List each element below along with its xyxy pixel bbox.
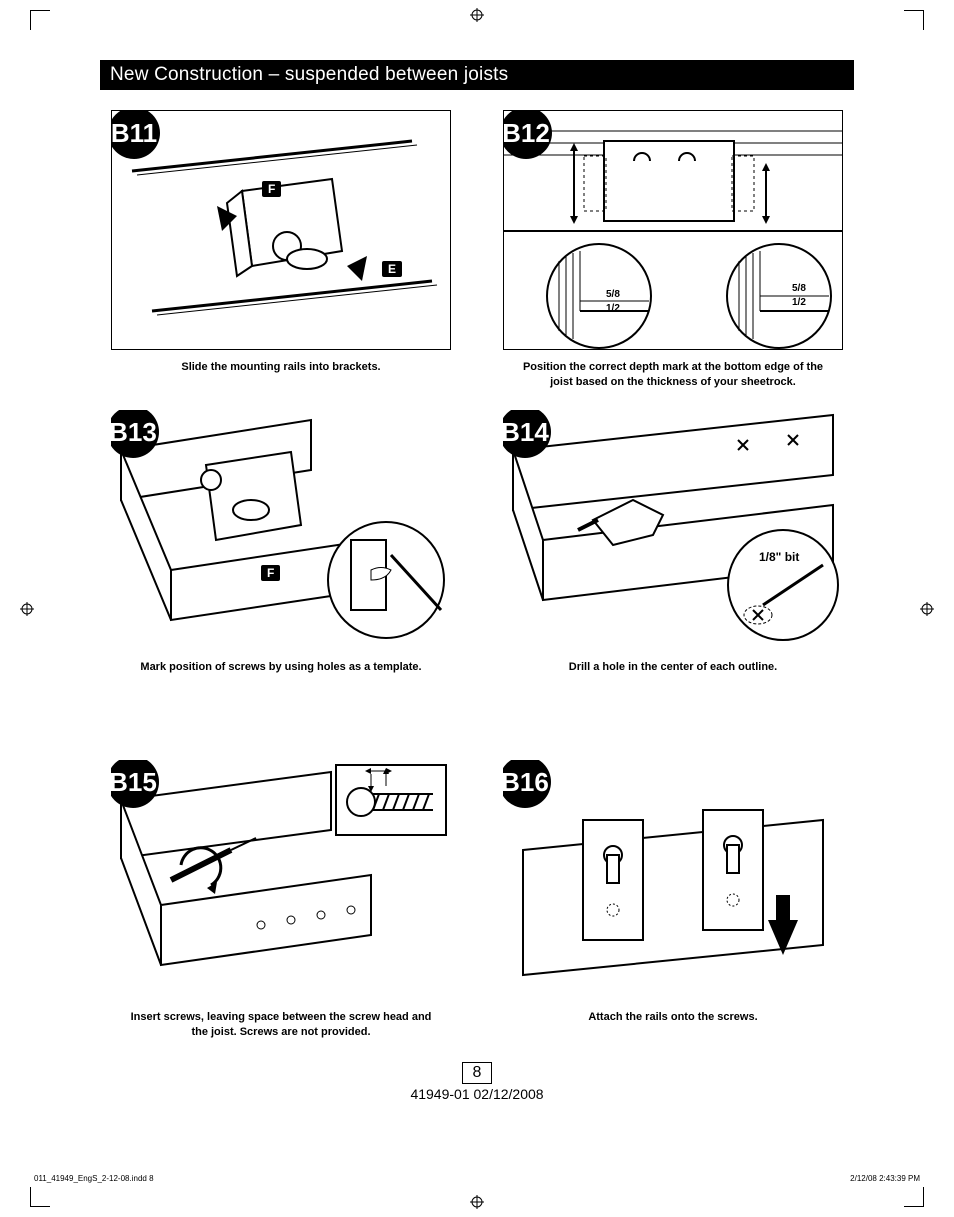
step-caption: Attach the rails onto the screws. <box>588 1010 757 1050</box>
illustration-b16: B16 <box>503 760 843 1000</box>
illustration-b11: B11 F E <box>111 110 451 350</box>
crop-mark <box>30 10 50 30</box>
footer-timestamp: 2/12/08 2:43:39 PM <box>850 1174 920 1183</box>
footer-filename: 011_41949_EngS_2-12-08.indd 8 <box>34 1174 154 1183</box>
step-b16: B16 <box>492 760 854 1050</box>
steps-grid: B11 F E <box>100 110 854 1050</box>
bit-size-label: 1/8" bit <box>759 550 799 564</box>
depth-mark-12: 1/2 <box>792 297 806 308</box>
step-b15: B15 <box>100 760 462 1050</box>
depth-mark-12: 1/2 <box>606 303 620 314</box>
crop-mark <box>904 10 924 30</box>
crop-mark <box>904 1187 924 1207</box>
registration-mark-icon <box>920 602 934 616</box>
registration-mark-icon <box>470 1195 484 1209</box>
part-label-f: F <box>262 181 281 197</box>
section-header: New Construction – suspended between joi… <box>100 60 854 90</box>
illustration-b15: B15 <box>111 760 451 1000</box>
crop-mark <box>30 1187 50 1207</box>
illustration-b13: B13 F <box>111 410 451 650</box>
page-number: 8 <box>462 1062 493 1084</box>
step-caption: Insert screws, leaving space between the… <box>121 1010 441 1050</box>
illustration-b12: B12 <box>503 110 843 350</box>
page: New Construction – suspended between joi… <box>0 0 954 1217</box>
document-code: 41949-01 02/12/2008 <box>410 1086 543 1102</box>
registration-mark-icon <box>470 8 484 22</box>
step-caption: Slide the mounting rails into brackets. <box>181 360 380 400</box>
part-label-f: F <box>261 565 280 581</box>
depth-mark-58: 5/8 <box>606 289 620 300</box>
page-footer: 8 41949-01 02/12/2008 <box>100 1062 854 1102</box>
step-caption: Mark position of screws by using holes a… <box>140 660 421 700</box>
illustration-b14: B14 <box>503 410 843 650</box>
step-b11: B11 F E <box>100 110 462 400</box>
step-caption: Drill a hole in the center of each outli… <box>569 660 777 700</box>
step-b13: B13 F Mark positio <box>100 410 462 700</box>
part-label-e: E <box>382 261 402 277</box>
step-caption: Position the correct depth mark at the b… <box>513 360 833 400</box>
step-b14: B14 <box>492 410 854 700</box>
step-b12: B12 <box>492 110 854 400</box>
depth-mark-58: 5/8 <box>792 283 806 294</box>
registration-mark-icon <box>20 602 34 616</box>
